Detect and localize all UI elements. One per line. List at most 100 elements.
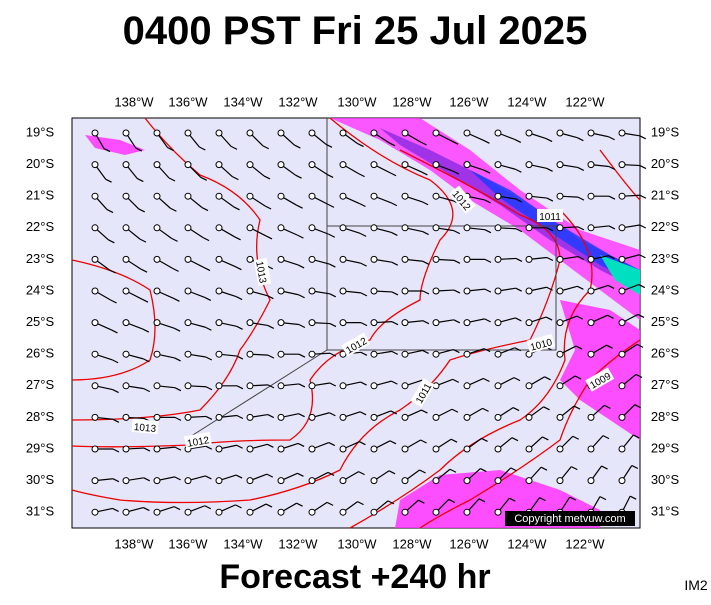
wind-barb (638, 284, 646, 289)
lat-label: 27°S (651, 377, 680, 392)
station (277, 477, 285, 485)
station (339, 382, 347, 390)
wind-barb (576, 315, 584, 320)
lat-label: 25°S (651, 314, 680, 329)
wind-barb (112, 448, 120, 453)
station (153, 350, 161, 358)
wind-barb (111, 359, 119, 364)
wind-barb (171, 237, 178, 242)
station (494, 413, 502, 421)
station (153, 477, 161, 485)
station (618, 350, 626, 358)
lon-label: 124°W (507, 94, 547, 109)
wind-barb (422, 349, 429, 354)
station (122, 224, 130, 232)
station (91, 319, 99, 327)
wind-barb (599, 496, 607, 501)
wind-barb (203, 267, 211, 272)
wind-barb (236, 325, 243, 330)
station (308, 255, 316, 263)
wind-barb (174, 387, 182, 392)
station (463, 287, 471, 295)
station (184, 161, 192, 169)
wind-barb (174, 446, 182, 451)
station (401, 319, 409, 327)
wind-barb (233, 206, 240, 211)
station (184, 224, 192, 232)
wind-barb (607, 314, 614, 319)
lon-label: 138°W (114, 94, 154, 109)
copyright-box (505, 511, 635, 526)
lon-label: 126°W (449, 536, 489, 551)
station (122, 477, 130, 485)
wind-barb (482, 407, 489, 412)
station (215, 382, 223, 390)
wind-barb (329, 412, 336, 417)
wind-barb (112, 478, 120, 483)
station (91, 477, 99, 485)
station (184, 508, 192, 516)
station (432, 161, 440, 169)
lat-label: 24°S (651, 282, 680, 297)
station (556, 287, 564, 295)
station (153, 255, 161, 263)
wind-barb (450, 438, 458, 443)
station (494, 508, 502, 516)
wind-barb (328, 442, 336, 447)
wind-barb (514, 138, 522, 143)
wind-barb (515, 287, 523, 292)
lat-label: 30°S (651, 472, 680, 487)
station (494, 477, 502, 485)
station (432, 319, 440, 327)
wind-barb (453, 349, 460, 354)
station (618, 224, 626, 232)
station (246, 508, 254, 516)
wind-barb (108, 239, 115, 244)
wind-barb (173, 506, 181, 511)
station (184, 413, 192, 421)
wind-barb (572, 435, 579, 440)
wind-barb (571, 466, 578, 471)
wind-barb (298, 413, 305, 418)
station (91, 287, 99, 295)
wind-barb (608, 195, 616, 200)
wind-barb (544, 376, 551, 381)
wind-barb (135, 147, 143, 152)
wind-barb (236, 414, 244, 420)
lat-label: 22°S (651, 219, 680, 234)
station (370, 192, 378, 200)
wind-barb (391, 291, 399, 296)
station (277, 161, 285, 169)
station (91, 350, 99, 358)
station (308, 382, 316, 390)
isobar-label-text: 1013 (133, 422, 157, 435)
wind-barb (639, 254, 646, 259)
box (326, 118, 557, 351)
isobar (71, 117, 271, 421)
wind-barb (140, 268, 148, 273)
wind-barb (357, 501, 364, 506)
station (215, 350, 223, 358)
wind-barb (205, 445, 213, 450)
wind-barb (360, 262, 367, 267)
labels: 138°W 138°W 136°W 136°W 134°W 134°W 132°W 132°W… (26, 94, 680, 551)
wind-barb (296, 502, 303, 507)
station (525, 477, 533, 485)
wind-barb (112, 507, 119, 512)
station (618, 413, 626, 421)
station (153, 382, 161, 390)
station (463, 382, 471, 390)
station (587, 287, 595, 295)
station (525, 287, 533, 295)
station (184, 255, 192, 263)
lon-label: 134°W (223, 94, 263, 109)
station (215, 161, 223, 169)
station (246, 319, 254, 327)
isobar-label-box (183, 431, 212, 450)
wind-barb (390, 410, 398, 415)
station (370, 350, 378, 358)
station (184, 287, 192, 295)
lon-label: 122°W (565, 94, 605, 109)
wind-barb (483, 377, 490, 383)
station (463, 319, 471, 327)
